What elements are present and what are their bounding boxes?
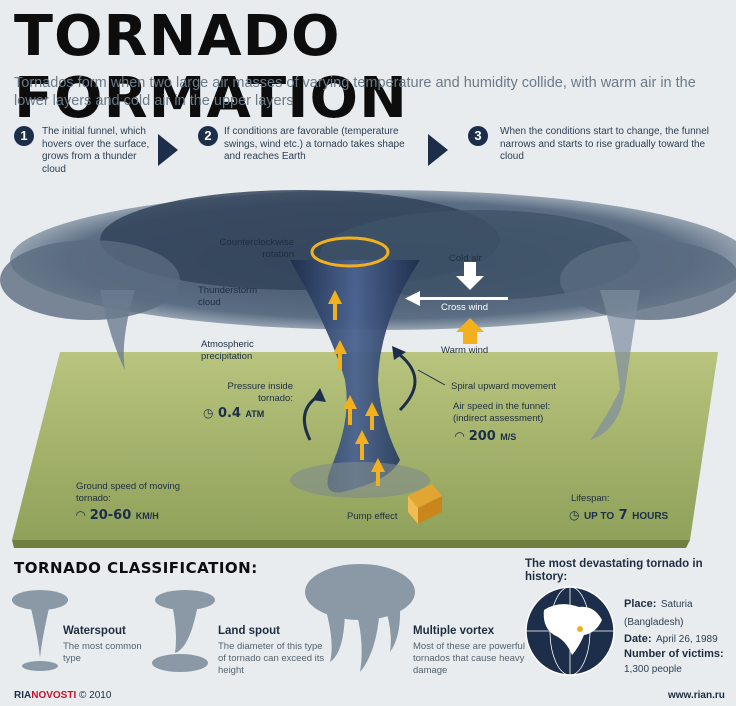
step-number: 2 xyxy=(198,126,218,146)
history-place: Place: Saturia (Bangladesh) xyxy=(624,594,736,630)
ground-speed-label: Ground speed of moving tornado: xyxy=(76,481,181,504)
brand-novosti: NOVOSTI xyxy=(31,690,77,701)
waterspout-icon xyxy=(12,590,68,671)
airspeed-value-group: ◠ 200 M/S xyxy=(455,427,516,445)
cold-air-label: Cold air xyxy=(449,253,482,264)
ground-speed-unit: KM/H xyxy=(135,511,159,521)
classification-name: Multiple vortex xyxy=(413,625,495,637)
lifespan-label: Lifespan: xyxy=(571,493,610,504)
rotation-arrows-icon xyxy=(310,236,390,268)
lifespan-value: 7 xyxy=(618,508,628,523)
ground-speed-value-group: ◠ 20-60 KM/H xyxy=(76,506,159,524)
history-date: Date: April 26, 1989 xyxy=(624,629,718,647)
cross-wind-label: Cross wind xyxy=(441,302,488,313)
page-title: TORNADO FORMATION xyxy=(14,4,408,131)
date-key: Date: xyxy=(624,633,652,645)
airspeed-unit: M/S xyxy=(500,432,517,442)
classification-desc: Most of these are powerful tornados that… xyxy=(413,641,525,676)
classification-desc: The diameter of this type of tornado can… xyxy=(218,641,325,676)
globe-icon xyxy=(525,586,615,676)
classification-desc: The most common type xyxy=(63,641,142,664)
date-value: April 26, 1989 xyxy=(655,634,718,645)
cold-air-arrow-icon xyxy=(456,262,484,290)
ground-speed-value: 20-60 xyxy=(89,508,132,523)
pressure-value-group: ◷ 0.4 ATM xyxy=(203,404,264,422)
pump-effect-label: Pump effect xyxy=(347,511,398,522)
step-arrow-icon xyxy=(158,134,178,166)
step-arrow-icon xyxy=(428,134,448,166)
classification-title: TORNADO CLASSIFICATION: xyxy=(14,559,258,577)
pressure-unit: ATM xyxy=(245,409,265,419)
brand-ria: RIA xyxy=(14,690,32,701)
copyright: © 2010 xyxy=(79,690,112,701)
lifespan-prefix: UP TO xyxy=(583,511,615,522)
initial-funnel-shape xyxy=(100,290,135,370)
page-subtitle: Tornados form when two large air masses … xyxy=(14,75,696,109)
classification-name: Land spout xyxy=(218,625,280,637)
pressure-label: Pressure inside tornado: xyxy=(227,381,293,404)
step-number: 1 xyxy=(14,126,34,146)
history-title: The most devastating tornado in history: xyxy=(525,558,703,583)
counterclockwise-label: Counterclockwise rotation xyxy=(219,237,294,260)
airspeed-value: 200 xyxy=(468,429,496,444)
tornado-illustration xyxy=(0,190,736,548)
house-icon xyxy=(408,484,442,524)
gauge-icon: ◷ xyxy=(203,406,214,420)
lifespan-unit: HOURS xyxy=(632,511,669,522)
multiple-vortex-icon xyxy=(305,564,415,672)
narrowing-funnel-shape xyxy=(590,290,640,440)
step-text: The initial funnel, which hovers over th… xyxy=(42,126,150,175)
warm-wind-label: Warm wind xyxy=(441,345,489,356)
step-text: If conditions are favorable (temperature… xyxy=(224,126,405,162)
airspeed-label: Air speed in the funnel: (indirect asses… xyxy=(453,401,551,424)
thunderstorm-label: Thunderstorm cloud xyxy=(198,285,258,308)
precipitation-label: Atmospheric precipitation xyxy=(201,339,254,362)
classification-name: Waterspout xyxy=(63,625,126,637)
land-spout-icon xyxy=(152,590,215,672)
speedometer-icon: ◠ xyxy=(76,508,86,522)
lifespan-value-group: ◷ UP TO 7 HOURS xyxy=(569,506,668,524)
warm-wind-arrow-icon xyxy=(456,318,484,344)
place-key: Place: xyxy=(624,598,657,610)
victims-value: 1,300 people xyxy=(624,664,682,675)
pressure-value: 0.4 xyxy=(217,406,241,421)
place-value: Saturia (Bangladesh) xyxy=(624,599,693,628)
footer-brand: RIANOVOSTI © 2010 xyxy=(14,690,111,701)
speedometer-icon: ◠ xyxy=(455,429,465,443)
footer-url[interactable]: www.rian.ru xyxy=(668,690,725,701)
upward-arrows-icon xyxy=(328,290,385,486)
spiral-label: Spiral upward movement xyxy=(451,381,557,392)
victims-key: Number of victims: xyxy=(624,648,724,660)
step-number: 3 xyxy=(468,126,488,146)
step-text: When the conditions start to change, the… xyxy=(500,126,710,162)
main-funnel-shape xyxy=(290,260,420,493)
clock-icon: ◷ xyxy=(569,508,580,522)
cross-wind-arrow-icon xyxy=(405,291,508,306)
